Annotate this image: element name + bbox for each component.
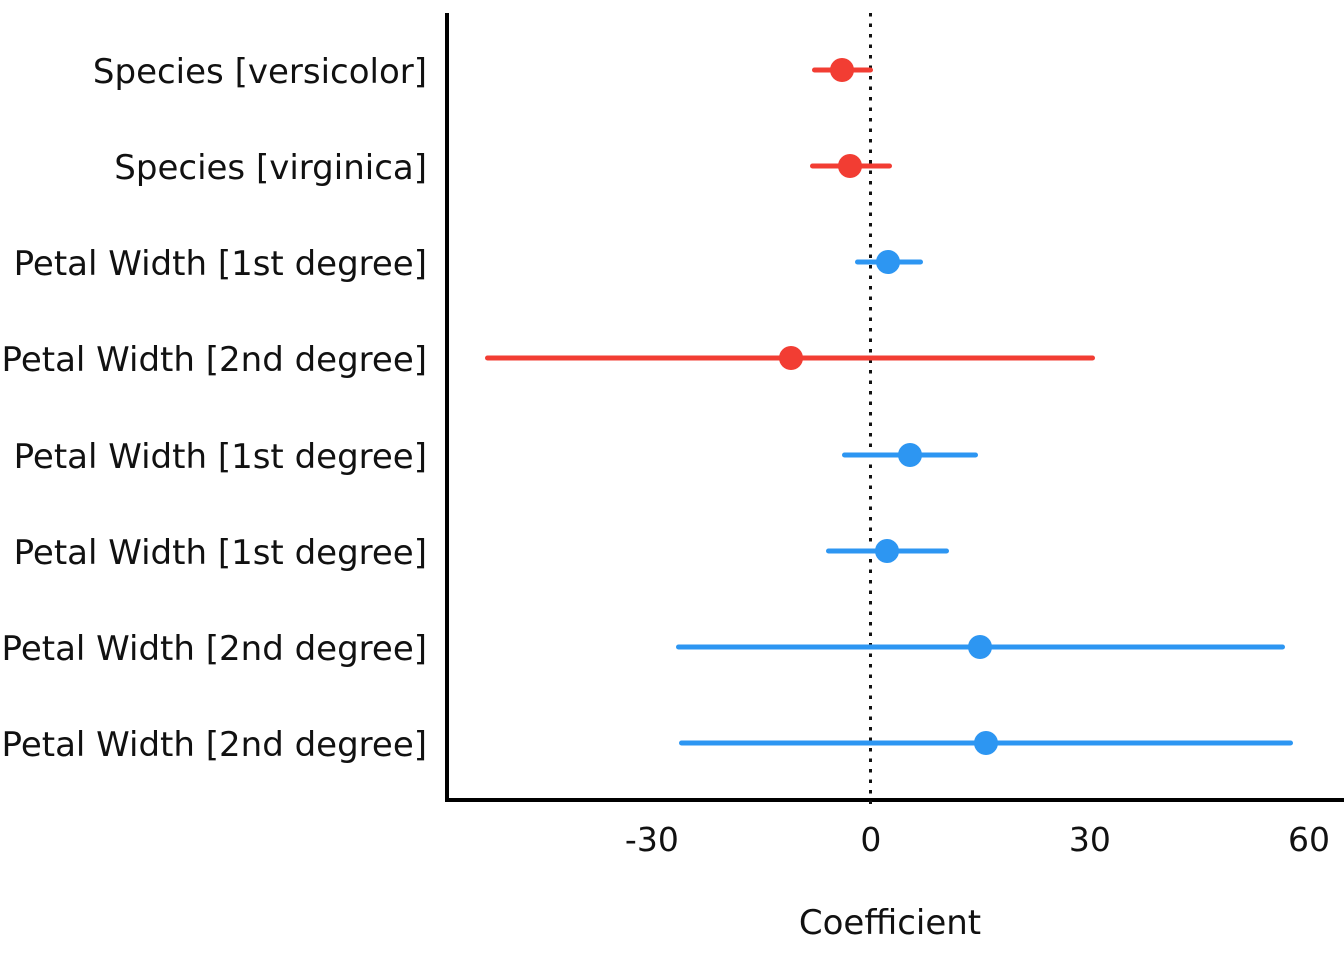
x-axis-title: Coefficient bbox=[798, 903, 982, 943]
y-axis-label: Petal Width [1st degree] bbox=[13, 244, 427, 285]
x-tick-label: 60 bbox=[1287, 820, 1330, 859]
y-axis-label: Petal Width [2nd degree] bbox=[1, 628, 427, 669]
point-estimate bbox=[778, 346, 803, 371]
x-tick-label: -30 bbox=[624, 820, 679, 859]
point-estimate bbox=[875, 250, 900, 275]
y-axis-label: Petal Width [2nd degree] bbox=[1, 724, 427, 765]
x-tick-label: 30 bbox=[1068, 820, 1111, 859]
x-tick-label: 0 bbox=[860, 820, 882, 859]
y-axis-spine bbox=[445, 13, 449, 802]
point-estimate bbox=[837, 154, 862, 179]
point-estimate bbox=[898, 442, 923, 467]
y-axis-label: Species [virginica] bbox=[114, 148, 427, 189]
point-estimate bbox=[967, 634, 992, 659]
x-axis-spine bbox=[445, 798, 1344, 802]
y-axis-label: Petal Width [2nd degree] bbox=[1, 340, 427, 381]
zero-reference-line bbox=[869, 13, 872, 806]
point-estimate bbox=[874, 538, 899, 563]
point-estimate bbox=[830, 58, 855, 82]
y-axis-label: Petal Width [1st degree] bbox=[13, 532, 427, 573]
point-estimate bbox=[974, 730, 999, 755]
y-axis-label: Species [versicolor] bbox=[92, 52, 427, 92]
y-axis-label: Petal Width [1st degree] bbox=[13, 436, 427, 477]
